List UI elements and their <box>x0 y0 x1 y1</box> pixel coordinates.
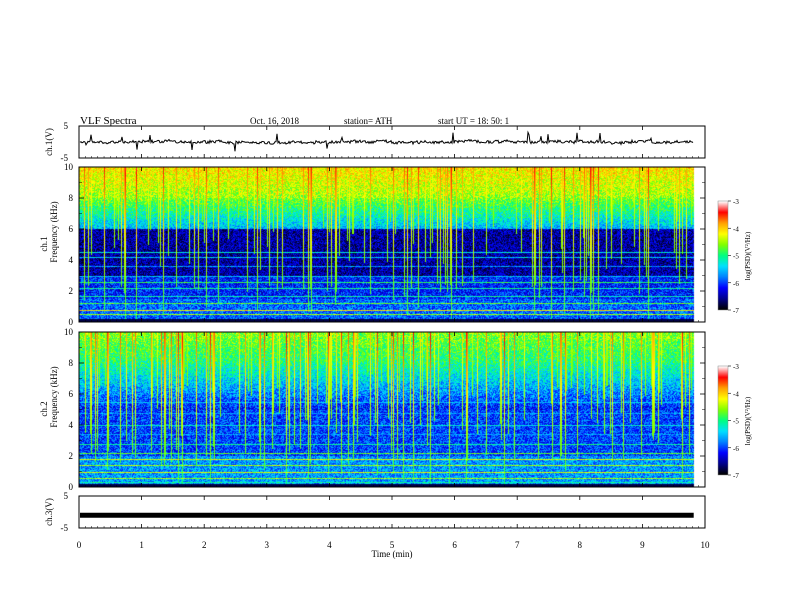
ch2-ytick-label-2: 4 <box>69 420 74 430</box>
ch2-ytick-label-0: 0 <box>69 482 74 492</box>
ch2-ytick-label-3: 6 <box>69 389 74 399</box>
colorbar-tick-label-1: -4 <box>733 225 739 233</box>
ch1-ytick-label-0: 0 <box>69 317 74 327</box>
ch1-ytick-label-2: 4 <box>69 255 74 265</box>
ch2-frequency-ylabel: Frequency (kHz) <box>49 366 59 427</box>
ch1-ytick-top: 5 <box>64 121 69 131</box>
ch1-spectrogram-panel: 0 2 4 6 8 10 ch.1 Frequency (kHz) <box>39 162 706 327</box>
figure-title: VLF Spectra <box>80 115 137 127</box>
ch1-channel-label: ch.1 <box>39 236 49 251</box>
colorbar-tick-label-3: -6 <box>733 445 739 453</box>
x-tick-label-1: 1 <box>139 540 144 550</box>
x-tick-label-6: 6 <box>452 540 457 550</box>
ch1-ytick-label-4: 8 <box>69 193 74 203</box>
x-tick-label-4: 4 <box>327 540 332 550</box>
ch2-ytick-label-4: 8 <box>69 358 74 368</box>
ch1-ytick-label-5: 10 <box>64 162 74 172</box>
colorbar-tick-label-0: -3 <box>733 363 739 371</box>
colorbar-tick-label-2: -5 <box>733 253 739 261</box>
x-tick-label-8: 8 <box>578 540 583 550</box>
ch3-frame <box>78 495 706 529</box>
colorbar-tick-label-4: -7 <box>733 472 739 480</box>
ch1-waveform-panel: 5 -5 ch.1(V) <box>44 121 706 163</box>
x-tick-label-10: 10 <box>701 540 711 550</box>
colorbar-tick-label-2: -5 <box>733 418 739 426</box>
ch2-colorbar-label: log(PSD)(V²/Hz) <box>744 396 752 445</box>
ch1-colorbar-gradient <box>718 201 728 310</box>
ch1-waveform-trace <box>79 130 694 152</box>
date-label: Oct. 16, 2018 <box>250 116 299 126</box>
x-tick-label-7: 7 <box>515 540 520 550</box>
x-tick-label-2: 2 <box>202 540 207 550</box>
ch1-frequency-ylabel: Frequency (kHz) <box>49 201 59 262</box>
time-axis: 0 1 2 3 4 5 6 7 8 9 10 <box>77 126 710 550</box>
ch1-colorbar-label: log(PSD)(V²/Hz) <box>744 231 752 280</box>
colorbar-tick-label-0: -3 <box>733 198 739 206</box>
x-tick-label-0: 0 <box>77 540 82 550</box>
ch1-waveform-ylabel: ch.1(V) <box>44 128 54 156</box>
ch1-ytick-label-1: 2 <box>69 286 74 296</box>
ch2-ytick-label-1: 2 <box>69 451 74 461</box>
start-time-label: start UT = 18: 50: 1 <box>438 116 509 126</box>
ch1-colorbar: -3 -4 -5 -6 -7 log(PSD)(V²/Hz) <box>717 198 752 315</box>
ch2-colorbar-gradient <box>718 366 728 475</box>
ch1-ytick-label-3: 6 <box>69 224 74 234</box>
x-tick-label-9: 9 <box>640 540 645 550</box>
colorbar-tick-label-3: -6 <box>733 280 739 288</box>
colorbar-tick-label-4: -7 <box>733 307 739 315</box>
ch3-ytick-bottom: -5 <box>61 523 69 533</box>
station-label: station= ATH <box>344 116 393 126</box>
ch2-spectrogram-panel: 0 2 4 6 8 10 ch.2 Frequency (kHz) <box>39 327 706 492</box>
time-axis-label: Time (min) <box>372 549 413 559</box>
x-tick-label-5: 5 <box>390 540 395 550</box>
ch1-spectrogram-image <box>79 167 705 322</box>
ch2-channel-label: ch.2 <box>39 401 49 416</box>
ch3-waveform-panel: 5 -5 ch.3(V) <box>44 491 706 533</box>
ch2-colorbar: -3 -4 -5 -6 -7 log(PSD)(V²/Hz) <box>717 363 752 480</box>
x-tick-label-3: 3 <box>265 540 270 550</box>
ch3-ytick-top: 5 <box>64 491 69 501</box>
colorbar-tick-label-1: -4 <box>733 390 739 398</box>
ch3-waveform-ylabel: ch.3(V) <box>44 498 54 526</box>
ch1-ytick-bottom: -5 <box>61 153 69 163</box>
ch2-ytick-label-5: 10 <box>64 327 74 337</box>
ch2-spectrogram-image <box>79 332 705 487</box>
